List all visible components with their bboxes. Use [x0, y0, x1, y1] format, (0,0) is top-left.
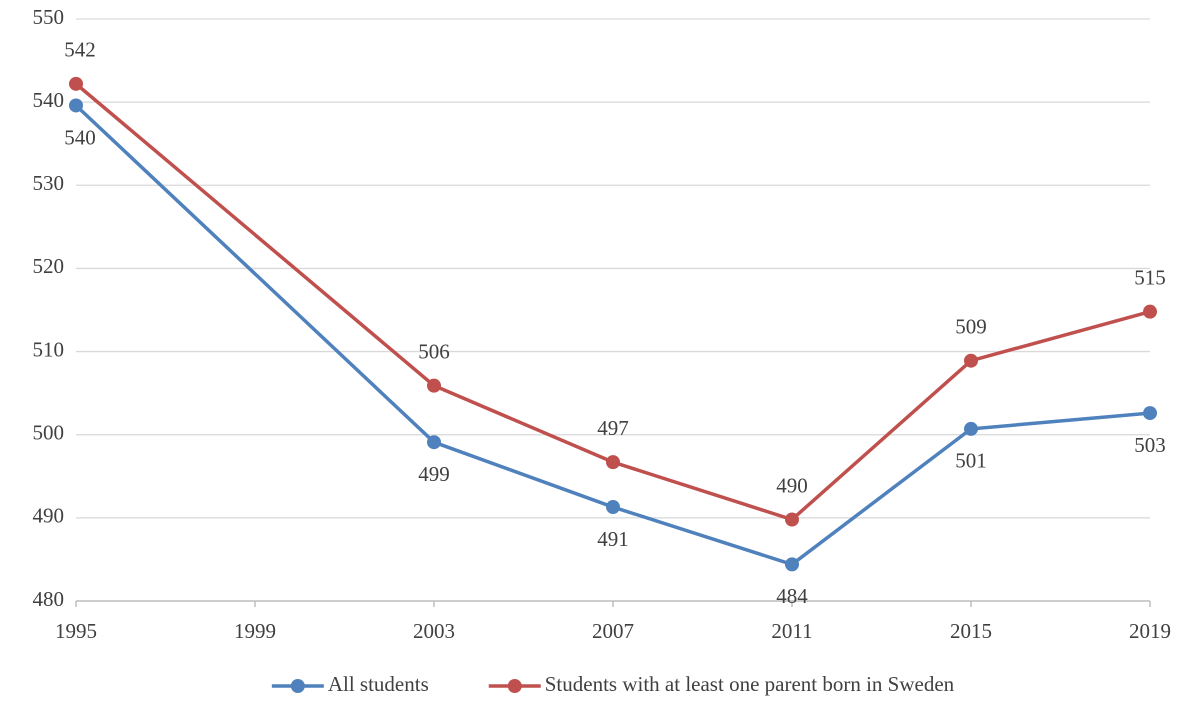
data-point [785, 557, 799, 572]
data-label: 490 [776, 473, 808, 497]
data-point [427, 435, 441, 450]
series-line [74, 104, 1151, 567]
legend-marker [507, 679, 522, 693]
data-label: 499 [418, 462, 450, 486]
data-label: 506 [418, 339, 450, 363]
data-label: 484 [776, 584, 808, 608]
data-label: 542 [64, 38, 96, 62]
data-label: 501 [955, 449, 987, 473]
y-tick-label: 510 [33, 337, 65, 361]
data-point [606, 500, 620, 515]
y-tick-label: 500 [33, 421, 65, 445]
data-point [964, 353, 978, 368]
data-label: 515 [1134, 265, 1166, 289]
data-label: 540 [64, 125, 96, 149]
legend-marker [290, 679, 305, 693]
legend-item: Students with at least one parent born i… [488, 672, 955, 696]
x-tick-label: 2019 [1129, 619, 1171, 643]
y-tick-label: 520 [33, 254, 65, 278]
x-tick-label: 2007 [592, 619, 634, 643]
data-label: 491 [597, 527, 629, 551]
series-line [74, 82, 1151, 522]
y-tick-label: 490 [33, 504, 65, 528]
data-point [1143, 406, 1157, 421]
x-tick-label: 2011 [771, 619, 812, 643]
data-label: 503 [1134, 433, 1166, 457]
data-label: 509 [955, 315, 987, 339]
data-point [785, 512, 799, 527]
y-tick-label: 530 [33, 171, 65, 195]
legend-item: All students [271, 672, 429, 696]
data-point [69, 76, 83, 91]
x-tick-label: 1999 [234, 619, 276, 643]
data-point [964, 421, 978, 436]
y-tick-label: 540 [33, 88, 65, 112]
y-tick-label: 480 [33, 587, 65, 611]
data-label: 497 [597, 416, 629, 440]
data-point [427, 378, 441, 393]
data-point [1143, 304, 1157, 319]
x-tick-label: 2003 [413, 619, 455, 643]
legend-label: All students [328, 672, 429, 696]
x-tick-label: 1995 [55, 619, 97, 643]
data-point [69, 98, 83, 113]
data-point [606, 455, 620, 470]
legend-label: Students with at least one parent born i… [545, 672, 955, 696]
x-tick-label: 2015 [950, 619, 992, 643]
y-tick-label: 550 [33, 5, 65, 29]
